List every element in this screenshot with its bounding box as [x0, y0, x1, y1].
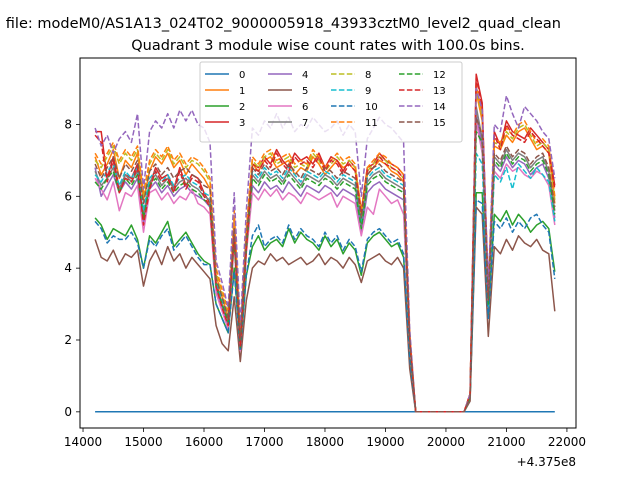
- x-axis: 14000 15000 16000 17000 18000 19000 20000 21000…: [64, 428, 586, 449]
- legend-label-4: 4: [302, 70, 308, 81]
- legend-label-11: 11: [365, 118, 378, 129]
- legend-label-7: 7: [302, 118, 308, 129]
- legend-label-13: 13: [433, 86, 446, 97]
- series-line-15: [94, 116, 556, 413]
- legend-label-12: 12: [433, 70, 446, 81]
- y-tick-label: 2: [64, 333, 72, 347]
- legend-label-9: 9: [365, 86, 371, 97]
- series-line-13: [94, 77, 556, 413]
- x-tick-label: 20000: [427, 435, 465, 449]
- x-tick-label: 16000: [185, 435, 223, 449]
- legend-label-15: 15: [433, 118, 446, 129]
- x-tick-label: 14000: [64, 435, 102, 449]
- series-line-6: [94, 120, 556, 413]
- x-tick-label: 18000: [306, 435, 344, 449]
- x-tick-label: 17000: [245, 435, 283, 449]
- x-tick-label: 15000: [124, 435, 162, 449]
- y-tick-label: 6: [64, 189, 72, 203]
- x-tick-label: 19000: [366, 435, 404, 449]
- figure-suptitle: n file: modeM0/AS1A13_024T02_9000005918_…: [0, 16, 561, 32]
- legend-frame: [199, 61, 463, 143]
- series-line-10: [94, 199, 556, 413]
- series-line-5: [94, 206, 556, 413]
- series-line-9: [94, 152, 556, 413]
- y-axis: 0 2 4 6 8: [64, 117, 80, 419]
- legend-label-3: 3: [239, 118, 245, 129]
- x-tick-label: 21000: [487, 435, 525, 449]
- series-line-2: [94, 191, 556, 413]
- y-tick-label: 0: [64, 405, 72, 419]
- x-axis-offset-label: +4.375e8: [517, 455, 576, 469]
- plot-frame: [79, 57, 577, 429]
- x-tick-label: 22000: [548, 435, 586, 449]
- y-tick-label: 4: [64, 261, 72, 275]
- legend-label-0: 0: [239, 70, 245, 81]
- series-layer: [94, 73, 556, 413]
- legend-label-6: 6: [302, 102, 308, 113]
- y-tick-label: 8: [64, 117, 72, 131]
- legend-label-14: 14: [433, 102, 446, 113]
- legend-label-2: 2: [239, 102, 245, 113]
- legend-label-8: 8: [365, 70, 371, 81]
- legend-label-10: 10: [365, 102, 378, 113]
- legend-label-5: 5: [302, 86, 308, 97]
- series-line-7: [94, 105, 556, 413]
- legend-label-1: 1: [239, 86, 245, 97]
- chart-title: Quadrant 3 module wise count rates with …: [131, 38, 525, 54]
